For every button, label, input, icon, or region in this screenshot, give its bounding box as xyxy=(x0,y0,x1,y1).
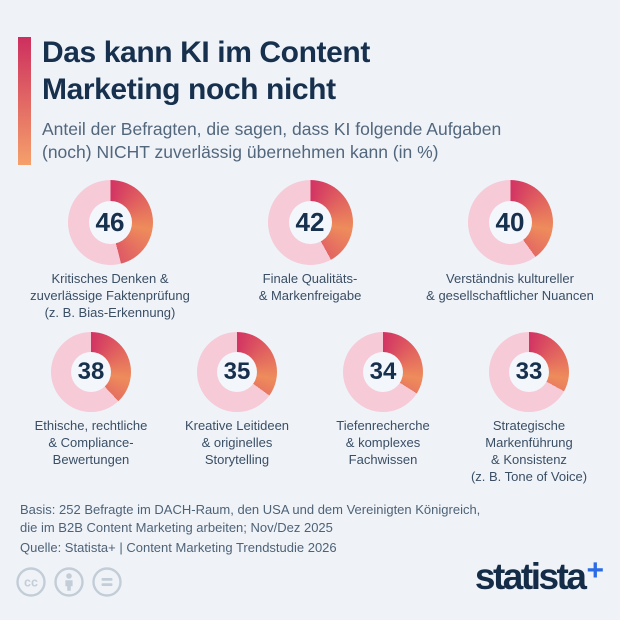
donut-card-kreative-leitideen: 35 Kreative Leitideen & originelles Stor… xyxy=(164,332,310,485)
donut-hole: 40 xyxy=(488,201,532,244)
donut-hole: 33 xyxy=(509,352,549,392)
donut-hole: 46 xyxy=(88,201,132,244)
donut-ring: 38 xyxy=(51,332,131,412)
license-icons: cc xyxy=(15,566,123,598)
basis-note: Basis: 252 Befragte im DACH-Raum, den US… xyxy=(20,502,481,535)
donut-label: Tiefenrecherche & komplexes Fachwissen xyxy=(336,418,430,467)
donut-ring: 34 xyxy=(343,332,423,412)
donut-label: Strategische Markenführung & Konsistenz … xyxy=(470,418,588,484)
donut-hole: 42 xyxy=(288,201,332,244)
donut-ring: 35 xyxy=(197,332,277,412)
donut-ring: 40 xyxy=(467,180,553,265)
donut-card-finale-qualitaet: 42 Finale Qualitäts- & Markenfreigabe xyxy=(210,180,410,321)
donut-card-markenfuehrung: 33 Strategische Markenführung & Konsiste… xyxy=(456,332,602,485)
donut-label: Ethische, rechtliche & Compliance- Bewer… xyxy=(34,418,148,467)
donut-card-kulturelle-nuancen: 40 Verständnis kultureller & gesellschaf… xyxy=(410,180,610,321)
no-derivatives-icon[interactable] xyxy=(91,566,123,598)
page-title: Das kann KI im Content Marketing noch ni… xyxy=(42,36,370,106)
donut-ring: 46 xyxy=(67,180,153,265)
donut-row-1: 46 Kritisches Denken & zuverlässige Fakt… xyxy=(0,180,620,321)
donut-card-tiefenrecherche: 34 Tiefenrecherche & komplexes Fachwisse… xyxy=(310,332,456,485)
donut-label: Kreative Leitideen & originelles Storyte… xyxy=(184,418,290,467)
logo-plus-icon: + xyxy=(586,554,604,587)
donut-label: Verständnis kultureller & gesellschaftli… xyxy=(426,271,594,303)
donut-value: 33 xyxy=(515,358,543,385)
logo-text: statista xyxy=(474,556,587,597)
donut-value: 35 xyxy=(223,358,251,385)
donut-value: 40 xyxy=(495,207,525,237)
donut-value: 34 xyxy=(369,358,397,385)
source-note: Quelle: Statista+ | Content Marketing Tr… xyxy=(20,540,337,555)
donut-value: 46 xyxy=(95,207,125,237)
attribution-icon[interactable] xyxy=(53,566,85,598)
donut-ring: 33 xyxy=(489,332,569,412)
donut-label: Finale Qualitäts- & Markenfreigabe xyxy=(258,271,362,303)
accent-bar xyxy=(18,37,31,165)
donut-row-2: 38 Ethische, rechtliche & Compliance- Be… xyxy=(0,332,620,485)
statista-logo[interactable]: statista+ xyxy=(474,554,604,598)
chart-subtitle: Anteil der Befragten, die sagen, dass KI… xyxy=(42,119,502,162)
svg-text:cc: cc xyxy=(24,576,38,590)
donut-value: 38 xyxy=(77,358,105,385)
donut-hole: 35 xyxy=(217,352,257,392)
donut-ring: 42 xyxy=(267,180,353,265)
donut-hole: 38 xyxy=(71,352,111,392)
cc-icon[interactable]: cc xyxy=(15,566,47,598)
donut-label: Kritisches Denken & zuverlässige Faktenp… xyxy=(30,271,190,320)
donut-hole: 34 xyxy=(363,352,403,392)
donut-value: 42 xyxy=(295,207,325,237)
donut-card-ethische-bewertungen: 38 Ethische, rechtliche & Compliance- Be… xyxy=(18,332,164,485)
donut-card-kritisches-denken: 46 Kritisches Denken & zuverlässige Fakt… xyxy=(10,180,210,321)
